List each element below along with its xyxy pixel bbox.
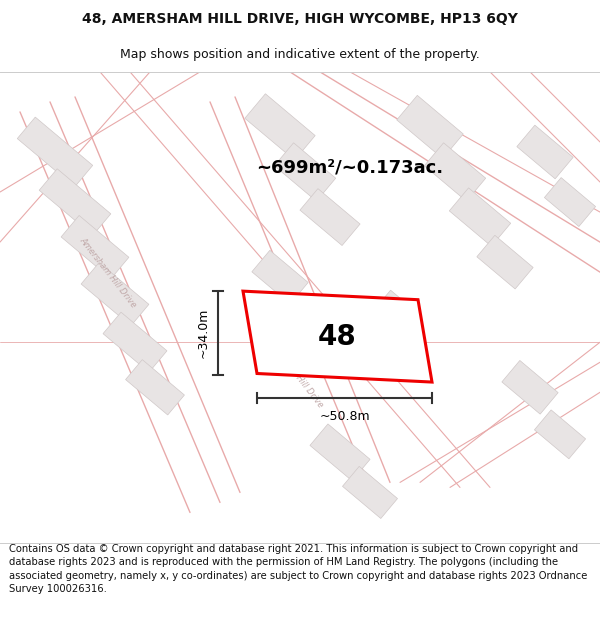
- Polygon shape: [245, 94, 315, 160]
- Text: 48: 48: [318, 322, 357, 351]
- Polygon shape: [544, 177, 596, 226]
- Text: Map shows position and indicative extent of the property.: Map shows position and indicative extent…: [120, 48, 480, 61]
- Text: 48, AMERSHAM HILL DRIVE, HIGH WYCOMBE, HP13 6QY: 48, AMERSHAM HILL DRIVE, HIGH WYCOMBE, H…: [82, 12, 518, 26]
- Polygon shape: [300, 189, 360, 246]
- Polygon shape: [17, 117, 93, 187]
- Polygon shape: [39, 169, 111, 236]
- Text: ~50.8m: ~50.8m: [319, 410, 370, 423]
- Polygon shape: [424, 142, 486, 201]
- Polygon shape: [125, 359, 184, 415]
- Polygon shape: [243, 291, 432, 382]
- Polygon shape: [477, 235, 533, 289]
- Text: ~699m²/~0.173ac.: ~699m²/~0.173ac.: [256, 158, 443, 176]
- Polygon shape: [310, 424, 370, 481]
- Polygon shape: [81, 262, 149, 326]
- Polygon shape: [103, 312, 167, 372]
- Polygon shape: [252, 251, 308, 304]
- Polygon shape: [502, 361, 558, 414]
- Polygon shape: [61, 216, 129, 279]
- Polygon shape: [535, 410, 586, 459]
- Text: Contains OS data © Crown copyright and database right 2021. This information is : Contains OS data © Crown copyright and d…: [9, 544, 587, 594]
- Text: Amersham Hill Drive: Amersham Hill Drive: [265, 336, 325, 409]
- Polygon shape: [373, 290, 418, 334]
- Polygon shape: [274, 142, 336, 201]
- Text: ~34.0m: ~34.0m: [197, 308, 210, 358]
- Polygon shape: [449, 188, 511, 246]
- Polygon shape: [397, 96, 463, 159]
- Text: Amersham Hill Drive: Amersham Hill Drive: [78, 235, 138, 309]
- Polygon shape: [517, 125, 573, 179]
- Polygon shape: [343, 466, 398, 519]
